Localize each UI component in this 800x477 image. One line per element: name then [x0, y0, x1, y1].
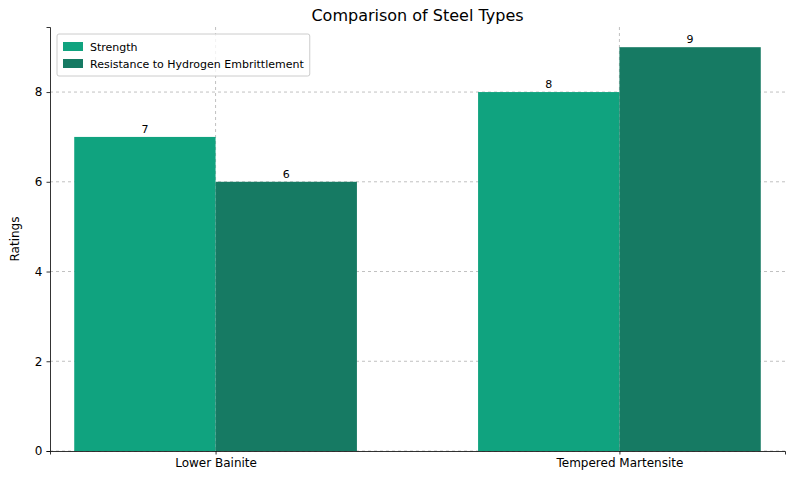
x-tick: Lower Bainite — [175, 451, 257, 470]
data-label: 8 — [545, 78, 552, 91]
legend-box — [57, 34, 310, 76]
data-label: 7 — [141, 123, 148, 136]
tick-mark — [47, 92, 51, 93]
bar — [619, 47, 760, 451]
tick-label: Tempered Martensite — [555, 456, 683, 470]
y-tick: 4 — [35, 265, 50, 279]
tick-label: 6 — [35, 175, 43, 189]
legend-item: Strength — [63, 41, 138, 54]
tick-mark — [47, 451, 51, 452]
legend-item: Resistance to Hydrogen Embrittlement — [63, 58, 304, 71]
chart: 7 8 6 9 0 2 4 6 8 Lower Bainite Tempered Martensit… — [0, 0, 800, 477]
tick-mark — [47, 272, 51, 273]
legend-swatch — [63, 59, 83, 68]
plot-area: 7 8 6 9 0 2 4 6 8 Lower Bainite Tempered Martensit… — [35, 27, 786, 470]
tick-label: 8 — [35, 85, 43, 99]
legend: Strength Resistance to Hydrogen Embrittle… — [57, 34, 310, 76]
y-axis-line — [47, 28, 51, 452]
bar — [216, 182, 357, 451]
y-tick: 6 — [35, 175, 50, 189]
legend-label: Strength — [90, 41, 138, 54]
y-axis: 0 2 4 6 8 — [35, 28, 51, 459]
tick-label: Lower Bainite — [175, 456, 257, 470]
tick-mark — [216, 451, 217, 455]
title: Comparison of Steel Types — [311, 6, 523, 25]
tick-label: 2 — [35, 355, 43, 369]
y-axis-title: Ratings — [8, 217, 22, 262]
data-label: 6 — [283, 168, 290, 181]
y-tick: 2 — [35, 355, 50, 369]
data-label: 9 — [687, 33, 694, 46]
tick-mark — [619, 451, 620, 455]
x-axis: Lower Bainite Tempered Martensite — [51, 451, 786, 470]
grid — [50, 27, 785, 451]
bar — [74, 137, 215, 451]
bar — [478, 92, 619, 451]
x-tick: Tempered Martensite — [555, 451, 683, 470]
y-tick: 8 — [35, 85, 50, 99]
bars — [74, 47, 761, 451]
x-axis-line — [51, 452, 786, 455]
legend-swatch — [63, 42, 83, 51]
y-tick: 0 — [35, 444, 50, 458]
tick-mark — [47, 182, 51, 183]
legend-label: Resistance to Hydrogen Embrittlement — [90, 58, 304, 71]
tick-label: 4 — [35, 265, 43, 279]
tick-mark — [47, 361, 51, 362]
tick-label: 0 — [35, 444, 43, 458]
